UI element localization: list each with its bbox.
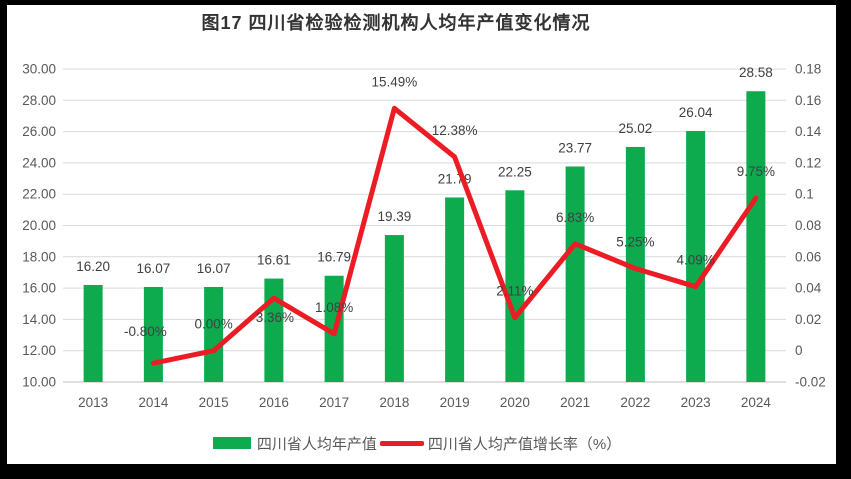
bar (565, 166, 585, 382)
bar (83, 284, 103, 382)
line-value-label: 4.09% (676, 253, 714, 268)
x-axis-tick-label: 2020 (500, 395, 530, 410)
legend-swatch-line-series (379, 440, 424, 446)
line-value-label: 1.08% (315, 300, 353, 315)
right-axis-tick-label: 0.06 (795, 249, 821, 264)
legend-label-bar-series: 四川省人均年产值 (256, 435, 377, 453)
right-axis-tick-label: 0.02 (795, 312, 821, 327)
x-axis-tick-label: 2021 (560, 395, 590, 410)
x-axis-tick-label: 2024 (741, 395, 772, 410)
right-axis-tick-label: 0.12 (795, 155, 821, 170)
right-axis-tick-label: 0.1 (795, 187, 814, 202)
x-axis-tick-label: 2016 (259, 395, 289, 410)
line-value-label: 9.75% (737, 164, 775, 179)
line-value-label: 3.36% (256, 310, 294, 325)
chart-title: 图17 四川省检验检测机构人均年产值变化情况 (201, 13, 591, 33)
bar-value-label: 16.61 (257, 253, 291, 268)
bar-value-label: 26.04 (679, 105, 713, 120)
growth-rate-line (150, 105, 759, 366)
line-value-label: 12.38% (432, 123, 478, 138)
left-axis-tick-label: 12.00 (22, 343, 56, 358)
left-axis-tick-label: 28.00 (22, 93, 56, 108)
x-axis-tick-label: 2018 (379, 395, 409, 410)
bar (505, 190, 525, 382)
line-value-label: 15.49% (371, 74, 417, 89)
left-axis-tick-label: 14.00 (22, 312, 56, 327)
left-axis-tick-label: 10.00 (22, 375, 56, 390)
bar-value-label: 16.07 (197, 261, 231, 276)
left-axis-tick-label: 30.00 (22, 62, 56, 77)
line-value-label: 2.11% (496, 284, 533, 299)
x-axis-tick-label: 2023 (681, 395, 711, 410)
bar-value-label: 28.58 (739, 65, 773, 80)
bar (204, 287, 224, 382)
left-axis-tick-label: 24.00 (22, 155, 56, 170)
x-axis-tick-label: 2017 (319, 395, 349, 410)
bar (143, 287, 163, 382)
bar (445, 197, 465, 382)
left-axis-tick-label: 18.00 (22, 249, 56, 264)
right-axis-tick-label: -0.02 (795, 375, 826, 390)
x-axis-tick-label: 2015 (199, 395, 229, 410)
left-axis-tick-label: 26.00 (22, 124, 56, 139)
right-axis-tick-label: 0.16 (795, 93, 821, 108)
bar-value-label: 16.07 (136, 261, 170, 276)
left-axis-tick-label: 22.00 (22, 187, 56, 202)
x-axis-tick-label: 2014 (138, 395, 169, 410)
line-value-label: -0.80% (124, 324, 167, 339)
right-axis-tick-label: 0 (795, 343, 803, 358)
x-axis-tick-label: 2019 (440, 395, 470, 410)
bar-value-label: 19.39 (377, 209, 411, 224)
bar-value-label: 22.25 (498, 164, 532, 179)
line-value-label: 5.25% (616, 235, 654, 250)
bar (686, 130, 706, 382)
bar-value-label: 16.79 (317, 250, 351, 265)
bar (264, 278, 284, 382)
right-axis-tick-label: 0.18 (795, 62, 821, 77)
bar (625, 146, 645, 382)
legend-label-line-series: 四川省人均产值增长率（%） (427, 435, 622, 453)
chart-legend: 四川省人均年产值 四川省人均产值增长率（%） (0, 432, 834, 454)
bar (746, 91, 766, 383)
right-axis-tick-label: 0.14 (795, 124, 822, 139)
bar-value-label: 25.02 (618, 121, 652, 136)
line-value-label: 6.83% (556, 210, 594, 225)
right-axis-tick-label: 0.08 (795, 218, 821, 233)
right-axis-tick-label: 0.04 (795, 281, 822, 296)
left-axis-tick-label: 20.00 (22, 218, 56, 233)
x-axis-tick-label: 2013 (78, 395, 108, 410)
bar (384, 235, 404, 382)
x-axis-tick-label: 2022 (620, 395, 650, 410)
line-value-label: 0.00% (194, 317, 232, 332)
bar-value-label: 23.77 (558, 140, 592, 155)
legend-swatch-bar-series (212, 437, 251, 449)
bar-value-label: 16.20 (76, 259, 110, 274)
left-axis-tick-label: 16.00 (22, 281, 56, 296)
